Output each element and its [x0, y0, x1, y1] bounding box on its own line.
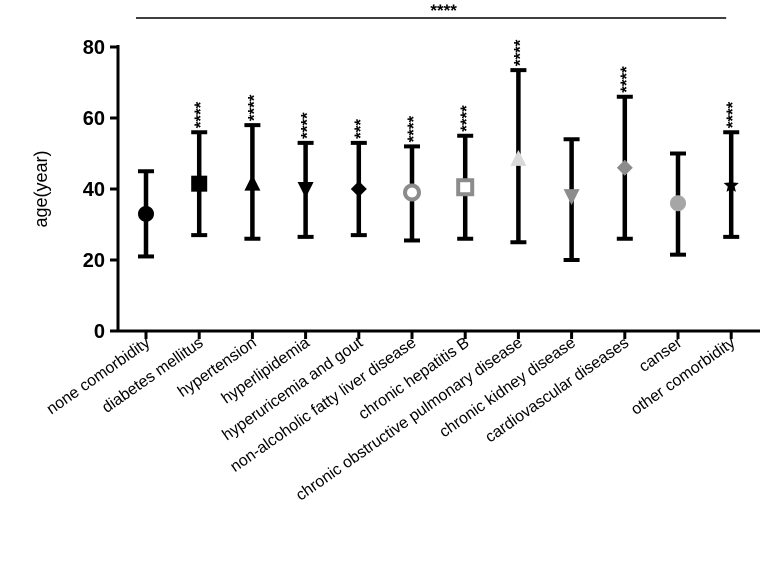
overall-comparison: ****	[136, 1, 727, 20]
mean-marker	[510, 149, 527, 166]
error-bars	[138, 68, 740, 262]
mean-marker	[670, 195, 686, 212]
significance-label: ****	[298, 112, 317, 139]
significance-label: ****	[457, 105, 476, 132]
significance-label: ****	[617, 66, 636, 93]
overall-significance-label: ****	[430, 1, 457, 20]
mean-marker	[191, 175, 208, 192]
significance-label: ****	[723, 101, 742, 128]
significance-labels: **** ******** *** **** ****************	[191, 39, 742, 142]
mean-marker	[616, 159, 633, 176]
significance-label: ***	[351, 119, 370, 139]
y-tick-label: 80	[83, 37, 105, 59]
mean-marker	[138, 205, 154, 222]
y-tick-label: 0	[94, 321, 105, 343]
significance-label: ****	[191, 101, 210, 128]
y-tick-label: 60	[83, 108, 105, 130]
y-ticks: 0 20 40 60 80	[83, 37, 118, 343]
mean-marker	[297, 182, 314, 198]
mean-marker	[244, 174, 261, 191]
significance-label: ****	[244, 94, 263, 121]
mean-marker	[563, 189, 580, 206]
y-tick-label: 20	[83, 250, 105, 272]
mean-marker	[403, 183, 421, 202]
axes	[116, 45, 760, 339]
mean-marker	[350, 181, 367, 197]
mean-marker	[723, 177, 739, 192]
y-axis-title: age(year)	[31, 150, 51, 227]
significance-label: ****	[404, 116, 423, 143]
significance-label: ****	[510, 39, 529, 66]
mean-markers	[138, 149, 739, 222]
y-tick-label: 40	[83, 179, 105, 201]
mean-marker	[456, 178, 475, 197]
